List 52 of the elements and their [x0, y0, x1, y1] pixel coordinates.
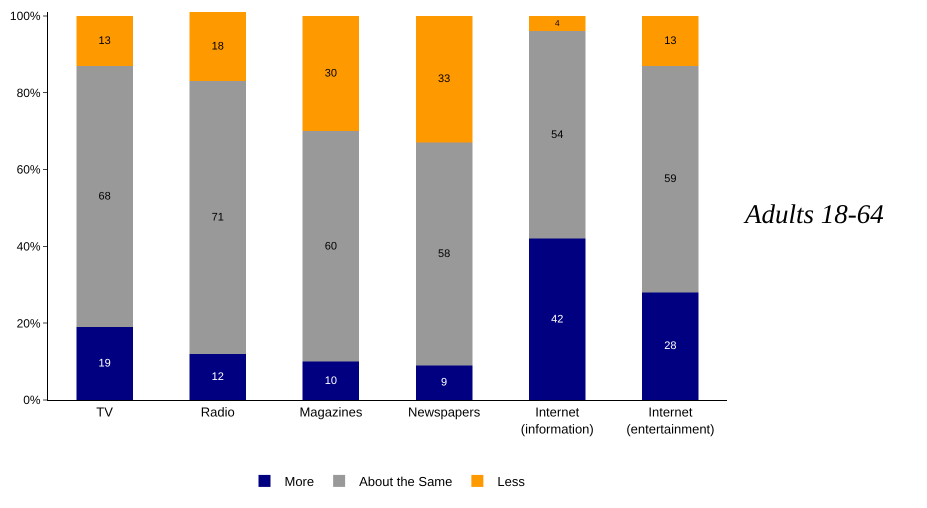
data-label: 13	[664, 34, 677, 47]
legend-label: Less	[497, 474, 526, 489]
data-label: 4	[554, 18, 560, 28]
data-label: 60	[324, 240, 338, 252]
data-label: 58	[438, 248, 450, 260]
data-label: 18	[212, 40, 224, 53]
bar	[642, 292, 699, 400]
data-label: 13	[98, 34, 111, 47]
legend-label: About the Same	[359, 474, 452, 489]
data-label: 68	[98, 190, 111, 202]
bar	[642, 16, 699, 66]
y-tick-label: 60%	[16, 162, 41, 177]
x-tick-label: Internet (entertainment)	[626, 404, 714, 436]
bar	[302, 362, 360, 400]
x-tick-label: Magazines	[299, 404, 363, 420]
y-tick-label: 20%	[16, 316, 41, 330]
data-label: 10	[324, 374, 338, 387]
x-tick-label: TV	[96, 404, 114, 420]
bar	[528, 31, 586, 239]
bar	[189, 354, 246, 400]
bar	[76, 327, 133, 400]
bar	[528, 238, 586, 400]
x-tick-label: Internet (information)	[520, 404, 594, 436]
bar	[642, 66, 699, 292]
data-label: 9	[441, 376, 448, 389]
bar	[528, 16, 586, 32]
data-label: 12	[212, 370, 224, 383]
y-tick-label: 80%	[16, 86, 41, 100]
bar	[416, 16, 472, 143]
bar	[189, 12, 246, 82]
x-tick-label: Newspapers	[408, 404, 481, 420]
data-label: 59	[664, 173, 677, 186]
y-tick-label: 100%	[10, 9, 41, 24]
data-label: 42	[551, 313, 564, 326]
bar	[302, 131, 360, 362]
data-label: 54	[551, 128, 564, 141]
bar	[76, 16, 133, 66]
data-label: 30	[324, 67, 338, 80]
data-label: 19	[98, 358, 111, 370]
legend-label: More	[284, 474, 314, 489]
y-tick-label: 0%	[23, 393, 41, 408]
bar	[416, 142, 472, 366]
data-label: 33	[438, 73, 450, 86]
bar	[76, 66, 133, 328]
bar	[416, 365, 472, 400]
bar	[189, 81, 246, 354]
bar	[302, 16, 360, 132]
data-label: 28	[664, 340, 677, 352]
x-tick-label: Radio	[200, 404, 235, 420]
y-tick-label: 40%	[16, 240, 41, 254]
data-label: 71	[212, 212, 224, 224]
text: Adults 18-64	[743, 199, 884, 229]
